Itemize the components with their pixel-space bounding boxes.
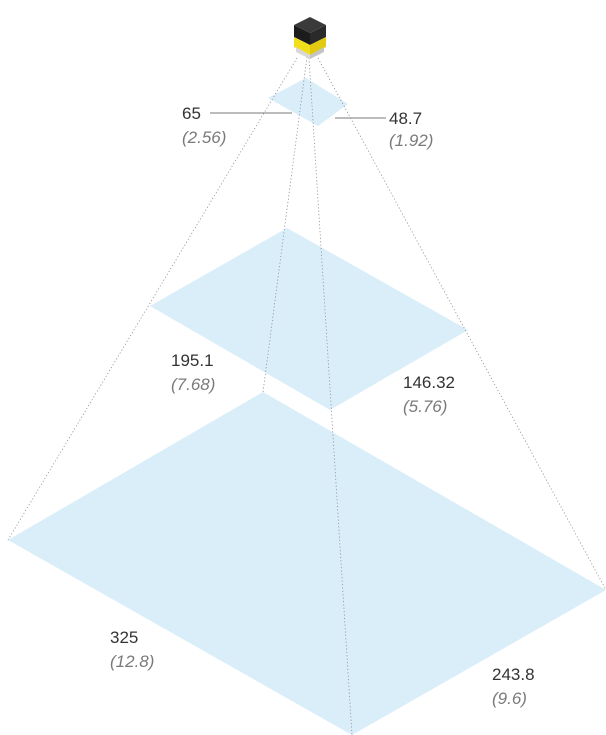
far-width-mm-label: 325 <box>110 628 138 647</box>
near-height-inch-label: (1.92) <box>389 131 433 150</box>
far-width-inch-label: (12.8) <box>110 652 154 671</box>
fov-line-front <box>308 57 353 735</box>
middle-height-inch-label: (5.76) <box>403 397 447 416</box>
vision-sensor-camera-icon <box>294 17 326 59</box>
fov-plane-near <box>268 78 348 126</box>
near-width-mm-label: 65 <box>182 104 201 123</box>
middle-width-inch-label: (7.68) <box>171 375 215 394</box>
fov-projection-lines <box>7 56 606 735</box>
far-height-inch-label: (9.6) <box>492 689 527 708</box>
near-width-inch-label: (2.56) <box>182 128 226 147</box>
fov-plane-middle <box>150 228 468 410</box>
far-height-mm-label: 243.8 <box>492 665 535 684</box>
fov-line-right <box>317 57 606 591</box>
fov-plane-far <box>8 392 606 735</box>
near-height-mm-label: 48.7 <box>389 109 422 128</box>
middle-height-mm-label: 146.32 <box>403 373 455 392</box>
middle-width-mm-label: 195.1 <box>171 351 214 370</box>
fov-planes <box>8 78 606 735</box>
